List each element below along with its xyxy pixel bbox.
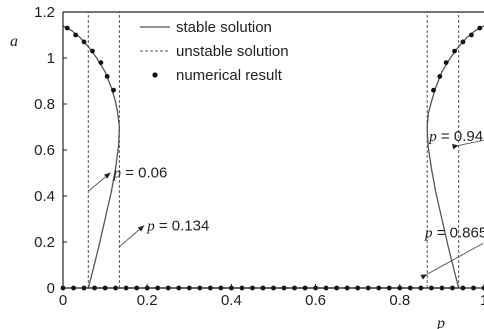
annotation-label: p = 0.865 bbox=[424, 224, 484, 241]
x-tick-label: 0.2 bbox=[137, 292, 158, 309]
y-tick-label: 0 bbox=[47, 280, 55, 297]
annotation-arrow bbox=[119, 225, 145, 247]
x-tick-label: 1 bbox=[480, 292, 484, 309]
annotation-label: p = 0.94 bbox=[428, 128, 483, 145]
numerical-result-point bbox=[104, 74, 110, 79]
annotation-label: p = 0.134 bbox=[146, 218, 209, 235]
numerical-result-point bbox=[64, 25, 70, 31]
x-tick-label: 0.4 bbox=[221, 292, 242, 309]
numerical-result-point bbox=[460, 39, 466, 45]
legend-label: stable solution bbox=[176, 19, 272, 36]
x-tick-label: 0 bbox=[59, 292, 67, 309]
annotation-arrow bbox=[420, 243, 484, 280]
y-tick-label: 0.4 bbox=[34, 188, 55, 205]
legend-swatch bbox=[152, 72, 158, 78]
numerical-result-point bbox=[90, 48, 95, 54]
x-axis-label: p bbox=[436, 315, 445, 329]
y-tick-label: 0.2 bbox=[34, 234, 55, 251]
legend-label: numerical result bbox=[176, 67, 283, 84]
y-tick-label: 1 bbox=[47, 50, 55, 67]
numerical-result-point bbox=[437, 74, 443, 79]
numerical-result-point bbox=[81, 39, 87, 45]
x-tick-label: 0.8 bbox=[389, 292, 410, 309]
y-tick-label: 0.8 bbox=[34, 96, 55, 113]
numerical-result-point bbox=[431, 87, 436, 93]
x-tick-label: 0.6 bbox=[305, 292, 326, 309]
y-tick-label: 1.2 bbox=[34, 4, 55, 21]
stable-solution-line bbox=[426, 25, 484, 289]
numerical-result-point bbox=[452, 48, 457, 54]
numerical-result-point bbox=[477, 25, 483, 31]
annotation-arrow bbox=[452, 139, 484, 150]
numerical-result-point bbox=[111, 87, 116, 93]
annotation-arrow bbox=[87, 172, 111, 192]
numerical-result-point bbox=[443, 60, 449, 65]
numerical-result-point bbox=[468, 32, 474, 38]
stable-solution-line bbox=[62, 25, 121, 289]
y-tick-label: 0.6 bbox=[34, 142, 55, 159]
numerical-result-point bbox=[98, 60, 104, 65]
annotation-label: p = 0.06 bbox=[113, 165, 168, 182]
y-axis-label: a bbox=[10, 33, 18, 50]
numerical-result-point bbox=[73, 32, 79, 38]
legend-label: unstable solution bbox=[176, 43, 289, 60]
